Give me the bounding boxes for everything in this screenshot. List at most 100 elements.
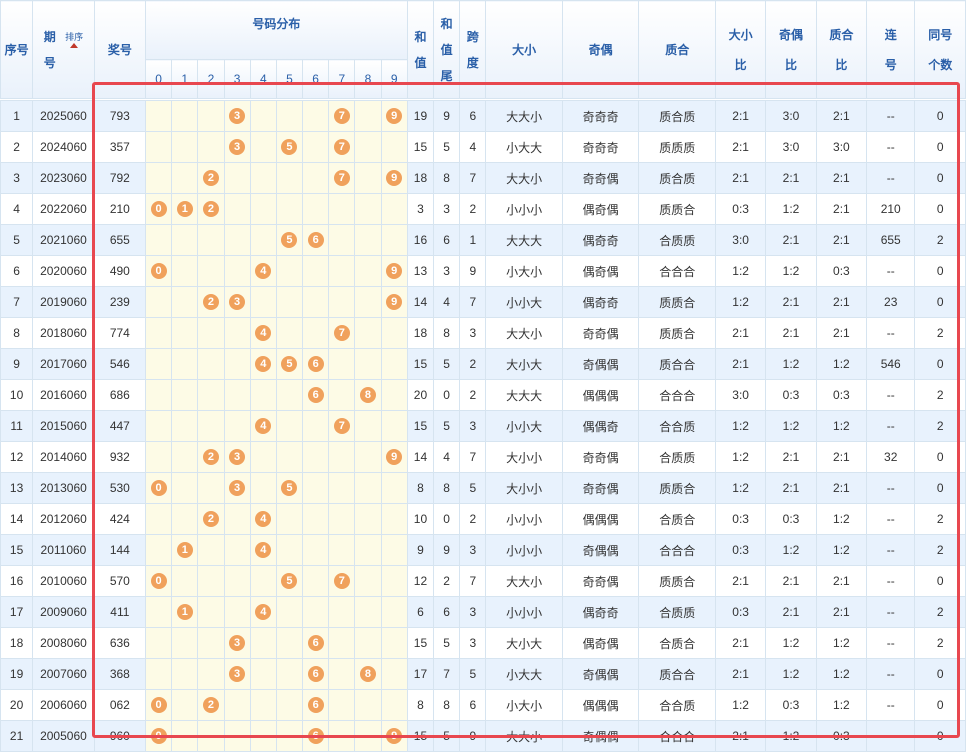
cell-digit-6 [302,472,330,504]
cell-seq: 21 [0,720,34,752]
cell-seq: 18 [0,627,34,659]
cell-prize: 530 [93,472,147,504]
cell-digit-5: 5 [275,472,304,504]
cell-digit-1: 1 [171,193,199,225]
cell-digit-8 [354,565,382,597]
table-row: 2 2024060 357 3 5 7 15 5 4 小大大 奇奇奇 质质质 2:1 3:0 3:0 -- 0 [0,131,966,163]
cell-digit-2 [197,565,225,597]
cell-digit-6 [302,410,330,442]
cell-digit-3 [223,162,251,194]
cell-same: 0 [914,720,966,752]
cell-digit-5 [275,100,304,132]
cell-period: 2011060 [32,534,95,566]
digit-ball: 3 [229,480,246,496]
cell-digit-7 [328,348,356,380]
cell-seq: 5 [0,224,34,256]
cell-digit-1 [171,410,199,442]
cell-digit-7 [328,534,356,566]
cell-consec: -- [866,162,916,194]
cell-digit-1: 1 [171,596,199,628]
cell-digit-2 [197,627,225,659]
cell-parity: 偶偶偶 [561,689,640,721]
cell-digit-1 [171,565,199,597]
digit-ball: 2 [202,201,219,217]
digit-ball: 5 [281,139,298,155]
cell-digit-5: 5 [275,131,304,163]
cell-parity-ratio: 1:2 [765,193,817,225]
cell-consec: -- [866,534,916,566]
digit-ball: 2 [202,449,219,465]
cell-digit-2: 2 [197,503,225,535]
digit-ball: 5 [281,573,298,589]
cell-parity: 偶奇奇 [561,286,640,318]
cell-size-ratio: 1:2 [714,410,767,442]
cell-digit-4 [249,689,277,721]
cell-span: 5 [459,658,487,690]
cell-sum: 16 [406,224,435,256]
digit-ball: 9 [386,294,403,310]
cell-size-ratio: 3:0 [714,379,767,411]
table-row: 16 2010060 570 0 5 7 12 2 7 大大小 奇奇偶 质质合 2:1 2:1 2:1 -- 0 [0,565,966,597]
cell-size: 大大小 [485,317,563,349]
cell-seq: 19 [0,658,34,690]
cell-digit-7 [328,379,356,411]
cell-size-ratio: 2:1 [714,100,767,132]
col-tail-header: 和值尾 [433,0,461,99]
cell-digit-7: 7 [328,100,356,132]
digit-ball: 0 [150,573,167,589]
cell-digit-1 [171,472,199,504]
cell-digit-1 [171,348,199,380]
cell-parity-ratio: 0:3 [765,503,817,535]
sort-button[interactable]: 排序 [65,30,83,48]
table-row: 19 2007060 368 3 6 8 17 7 5 小大大 奇偶偶 质合合 2:1 1:2 1:2 -- 0 [0,658,966,690]
cell-seq: 12 [0,441,34,473]
cell-size: 大大小 [485,100,563,132]
digit-ball: 1 [176,604,193,620]
digit-ball: 7 [333,325,350,341]
cell-digit-4 [249,441,277,473]
table-row: 14 2012060 424 2 4 10 0 2 小小小 偶偶偶 合质合 0:3 0:3 1:2 -- 2 [0,503,966,535]
cell-period: 2024060 [32,131,95,163]
cell-consec: -- [866,100,916,132]
digit-ball: 7 [333,139,350,155]
cell-size: 小小小 [485,596,563,628]
cell-digit-2 [197,100,225,132]
table-row: 21 2005060 960 0 6 9 15 5 9 大大小 奇偶偶 合合合 2:1 1:2 0:3 -- 0 [0,720,966,752]
digit-ball: 2 [202,697,219,713]
cell-digit-4: 4 [249,503,277,535]
table-row: 13 2013060 530 0 3 5 8 8 5 大小小 奇奇偶 质质合 1:2 2:1 2:1 -- 0 [0,472,966,504]
cell-sum: 14 [406,441,435,473]
cell-span: 3 [459,410,487,442]
table-row: 9 2017060 546 4 5 6 15 5 2 大小大 奇偶偶 质合合 2:1 1:2 1:2 546 0 [0,348,966,380]
cell-size-ratio: 3:0 [714,224,767,256]
cell-sum: 18 [406,317,435,349]
digit-ball: 7 [333,418,350,434]
digit-header: 7 [328,59,356,99]
digit-ball: 9 [386,449,403,465]
cell-digit-0 [145,441,173,473]
cell-digit-7 [328,627,356,659]
cell-span: 4 [459,131,487,163]
cell-digit-3 [223,689,251,721]
cell-digit-7 [328,689,356,721]
cell-size-ratio: 2:1 [714,131,767,163]
cell-prime: 合质合 [638,627,716,659]
digit-ball: 3 [229,108,246,124]
cell-digit-5 [275,534,304,566]
cell-digit-3: 3 [223,658,251,690]
cell-size-ratio: 2:1 [714,658,767,690]
cell-same: 0 [914,658,966,690]
cell-prime-ratio: 2:1 [815,441,868,473]
cell-digit-6: 6 [302,379,330,411]
cell-digit-6 [302,565,330,597]
cell-prize: 210 [93,193,147,225]
cell-size: 大大小 [485,162,563,194]
cell-digit-2 [197,317,225,349]
digit-header: 2 [197,59,225,99]
cell-consec: -- [866,720,916,752]
cell-prize: 774 [93,317,147,349]
col-period-header: 期号 排序 [32,0,95,99]
digit-ball: 6 [307,635,324,651]
cell-digit-3 [223,193,251,225]
digit-ball: 4 [255,604,272,620]
